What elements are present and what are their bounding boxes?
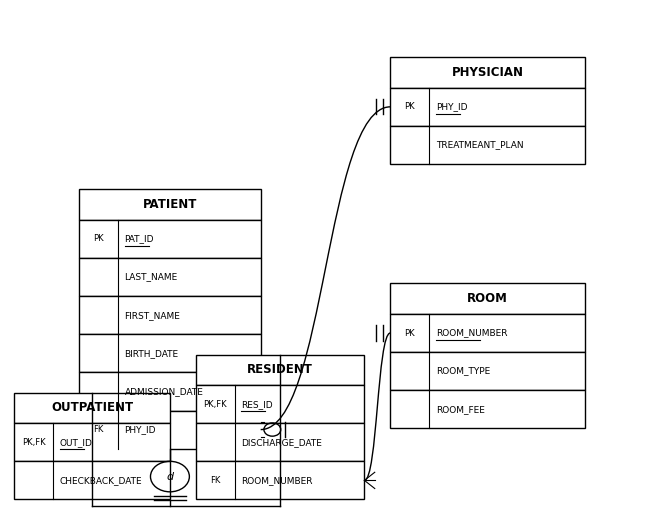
Text: OUT_ID: OUT_ID (60, 438, 92, 447)
Bar (391, 284, 585, 314)
Bar (196, 385, 365, 423)
Bar (79, 410, 260, 449)
Text: ADMISSION_DATE: ADMISSION_DATE (124, 387, 203, 396)
Bar (14, 461, 170, 499)
Text: BIRTH_DATE: BIRTH_DATE (124, 349, 178, 358)
Text: ROOM: ROOM (467, 292, 508, 305)
Bar (196, 423, 365, 461)
Text: ROOM_NUMBER: ROOM_NUMBER (242, 476, 312, 485)
Text: PATIENT: PATIENT (143, 198, 197, 211)
Text: PK: PK (93, 235, 104, 243)
Text: OUTPATIENT: OUTPATIENT (51, 402, 133, 414)
Bar (391, 390, 585, 428)
Bar (79, 258, 260, 296)
Text: CHECKBACK_DATE: CHECKBACK_DATE (60, 476, 143, 485)
Bar (79, 190, 260, 220)
Text: PHYSICIAN: PHYSICIAN (452, 66, 523, 79)
Text: TREATMEANT_PLAN: TREATMEANT_PLAN (436, 141, 523, 149)
Text: DISCHARGE_DATE: DISCHARGE_DATE (242, 438, 322, 447)
Bar (79, 373, 260, 410)
Text: LAST_NAME: LAST_NAME (124, 272, 178, 282)
Text: ROOM_FEE: ROOM_FEE (436, 405, 484, 414)
Text: PK: PK (404, 102, 415, 111)
Text: PK: PK (404, 329, 415, 337)
Text: PK,FK: PK,FK (204, 400, 227, 409)
Bar (79, 296, 260, 334)
Bar (391, 88, 585, 126)
Bar (14, 423, 170, 461)
Bar (391, 314, 585, 352)
Text: ROOM_NUMBER: ROOM_NUMBER (436, 329, 507, 337)
Text: FK: FK (94, 425, 104, 434)
Text: FK: FK (210, 476, 221, 485)
Bar (391, 126, 585, 164)
Bar (196, 355, 365, 385)
Bar (14, 393, 170, 423)
Text: PHY_ID: PHY_ID (436, 102, 467, 111)
Bar (391, 352, 585, 390)
Text: PK,FK: PK,FK (22, 438, 46, 447)
Text: FIRST_NAME: FIRST_NAME (124, 311, 180, 320)
Bar (79, 334, 260, 373)
Text: RES_ID: RES_ID (242, 400, 273, 409)
Bar (79, 220, 260, 258)
Text: ROOM_TYPE: ROOM_TYPE (436, 366, 490, 376)
Text: PAT_ID: PAT_ID (124, 235, 154, 243)
Text: d: d (167, 472, 173, 481)
Bar (196, 461, 365, 499)
Text: RESIDENT: RESIDENT (247, 363, 313, 376)
Text: PHY_ID: PHY_ID (124, 425, 156, 434)
Bar (391, 57, 585, 88)
